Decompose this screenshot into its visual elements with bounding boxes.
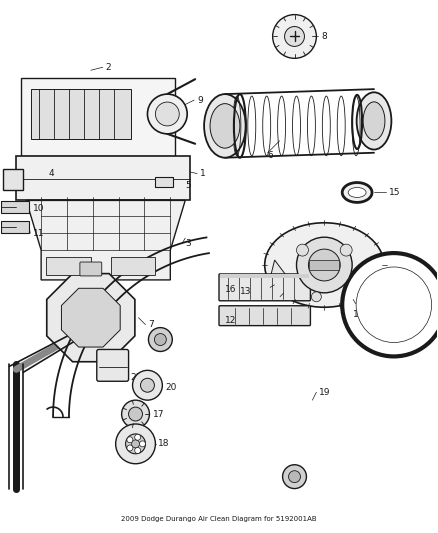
Text: 5: 5 [185,181,191,190]
FancyBboxPatch shape [16,156,190,200]
Circle shape [340,244,352,256]
Circle shape [297,244,308,256]
Circle shape [140,441,145,447]
Text: 16: 16 [225,285,237,294]
FancyBboxPatch shape [219,274,311,301]
Circle shape [127,445,133,451]
FancyBboxPatch shape [31,89,131,139]
Circle shape [297,237,352,293]
Polygon shape [61,288,120,347]
Polygon shape [26,200,185,280]
Circle shape [126,434,145,454]
Circle shape [116,424,155,464]
Text: 14: 14 [353,310,364,319]
FancyBboxPatch shape [21,78,175,156]
Text: 17: 17 [153,409,165,418]
Ellipse shape [342,182,372,203]
Polygon shape [265,260,304,300]
Ellipse shape [204,94,246,158]
Circle shape [148,328,172,351]
Text: 18: 18 [159,439,170,448]
Ellipse shape [357,92,392,150]
Text: 2009 Dodge Durango Air Clean Diagram for 5192001AB: 2009 Dodge Durango Air Clean Diagram for… [121,516,317,522]
Text: 4: 4 [48,169,54,178]
FancyBboxPatch shape [1,201,29,213]
Text: 3: 3 [185,239,191,248]
Ellipse shape [363,102,385,140]
Circle shape [122,400,149,428]
Text: 19: 19 [319,387,331,397]
FancyBboxPatch shape [1,221,29,233]
FancyBboxPatch shape [111,257,155,275]
Circle shape [342,253,438,357]
FancyBboxPatch shape [4,168,23,190]
Text: 8: 8 [321,32,327,41]
Circle shape [155,102,179,126]
FancyBboxPatch shape [219,306,311,326]
Text: 2: 2 [106,63,111,72]
Text: 7: 7 [148,320,154,329]
Text: 11: 11 [33,229,45,238]
Circle shape [141,378,155,392]
Text: 12: 12 [225,316,237,325]
Circle shape [311,292,321,302]
Text: 20: 20 [165,383,177,392]
FancyBboxPatch shape [155,176,173,187]
FancyBboxPatch shape [80,262,102,276]
Circle shape [283,465,307,489]
Circle shape [356,267,431,343]
Circle shape [273,14,316,58]
Ellipse shape [265,223,384,307]
Circle shape [308,249,340,281]
Text: 15: 15 [389,188,400,197]
Circle shape [129,407,142,421]
Circle shape [148,94,187,134]
Circle shape [133,370,162,400]
Ellipse shape [210,103,240,148]
Text: 13: 13 [240,287,251,296]
Text: 1: 1 [200,169,206,178]
Text: 6: 6 [268,151,273,160]
Circle shape [155,334,166,345]
Text: 21: 21 [131,373,142,382]
FancyBboxPatch shape [46,257,91,275]
Text: 9: 9 [197,95,203,104]
Circle shape [127,437,133,443]
Text: 10: 10 [33,204,45,213]
Circle shape [135,448,141,454]
Circle shape [131,440,140,448]
Circle shape [135,434,141,440]
Circle shape [289,471,300,482]
FancyBboxPatch shape [97,350,129,381]
Polygon shape [47,273,135,362]
FancyBboxPatch shape [220,274,309,278]
Ellipse shape [348,188,366,197]
FancyBboxPatch shape [309,260,339,270]
Circle shape [285,27,304,46]
